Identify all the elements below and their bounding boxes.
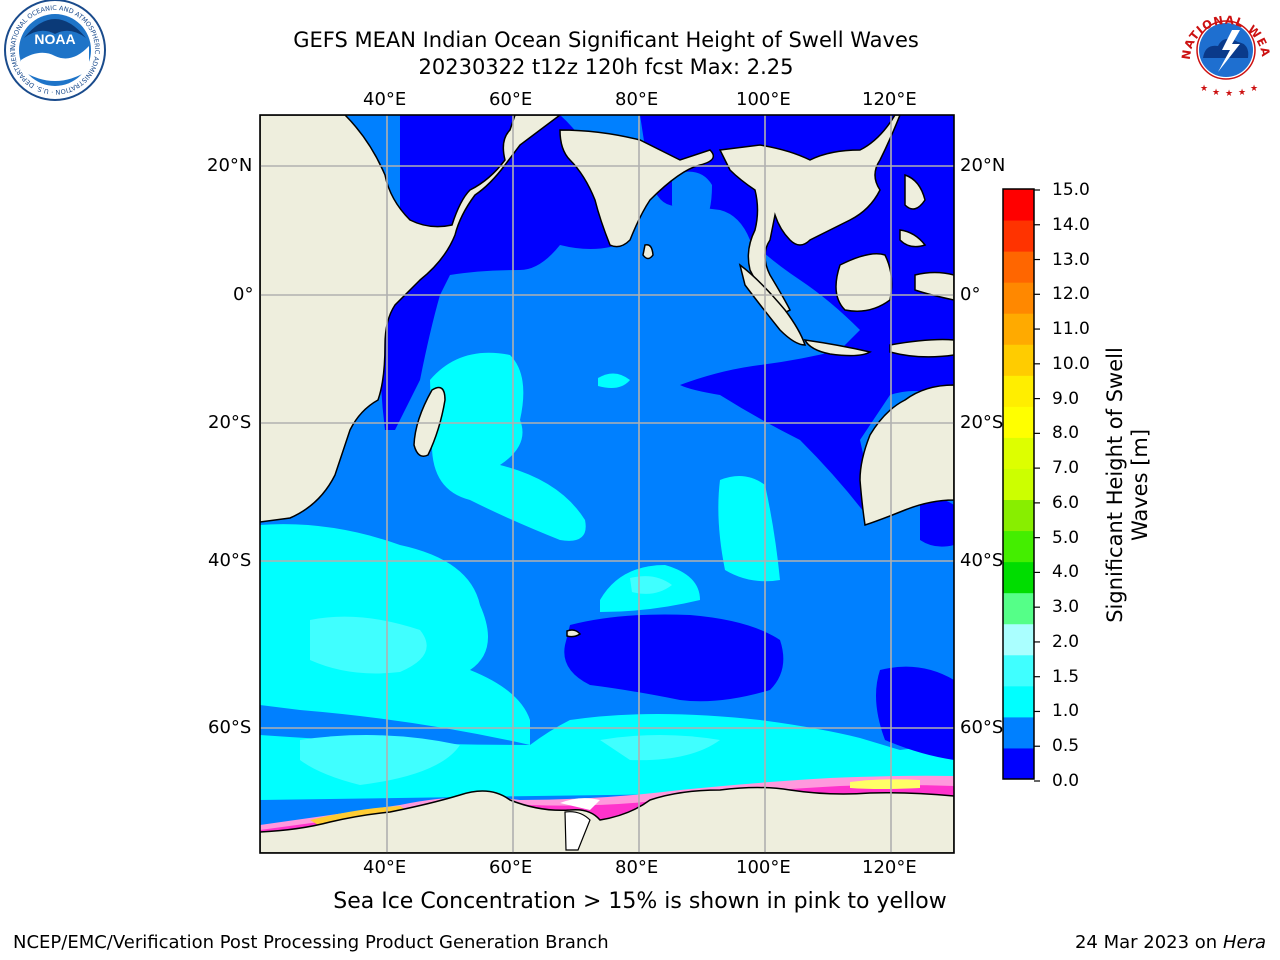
svg-text:★: ★: [1250, 84, 1258, 94]
swell-1.5-2.0-regions: [300, 576, 720, 785]
colorbar-label: 1.0: [1052, 701, 1080, 722]
colorbar-swatch: [1003, 716, 1034, 749]
colorbar-label: 0.5: [1052, 736, 1080, 757]
lon-tick-top: 120°E: [862, 89, 917, 110]
lat-tick-left: 40°S: [208, 550, 252, 571]
gridlines: [260, 115, 954, 853]
colorbar-label: 15.0: [1052, 180, 1090, 200]
colorbar-swatch: [1003, 282, 1034, 314]
colorbar-label: 3.0: [1052, 597, 1080, 618]
colorbar-swatch: [1003, 685, 1034, 718]
colorbar-label: 6.0: [1052, 492, 1080, 513]
lon-tick-top: 80°E: [615, 89, 659, 110]
lat-tick-right: 0°: [960, 284, 981, 305]
footer-credit: NCEP/EMC/Verification Post Processing Pr…: [13, 932, 609, 953]
colorbar-label: 11.0: [1052, 319, 1090, 340]
chart-title: GEFS MEAN Indian Ocean Significant Heigh…: [293, 28, 919, 52]
swell-0.0-0.5-regions: [380, 115, 954, 760]
lat-tick-left: 20°N: [207, 155, 253, 176]
colorbar-swatch: [1003, 530, 1034, 563]
colorbar-frame: [1002, 188, 1035, 780]
lat-tick-left: 20°S: [208, 412, 252, 433]
colorbar-label: 2.0: [1052, 631, 1080, 652]
colorbar-swatch: [1003, 654, 1034, 687]
noaa-logo-text: NOAA: [34, 31, 75, 47]
svg-text:★: ★: [1200, 84, 1208, 94]
footer-date: 24 Mar 2023 on Hera: [1074, 932, 1266, 953]
sea-ice-note: Sea Ice Concentration > 15% is shown in …: [333, 889, 947, 914]
land-masses: [260, 115, 954, 853]
colorbar-label: 7.0: [1052, 458, 1080, 479]
nws-logo: NATIONAL WEATHER SERVICE ★ ★ ★ ★ ★: [0, 0, 1273, 99]
svg-text:★: ★: [1212, 88, 1220, 98]
lat-tick-right: 20°S: [960, 412, 1004, 433]
lon-tick-bottom: 80°E: [615, 857, 659, 878]
lon-tick-bottom: 120°E: [862, 857, 917, 878]
svg-text:NATIONAL WEATHER SERVICE: NATIONAL WEATHER SERVICE: [0, 0, 1273, 60]
colorbar-label: 13.0: [1052, 249, 1090, 270]
colorbar-swatch: [1003, 437, 1034, 469]
colorbar-label: 4.0: [1052, 562, 1080, 583]
lon-tick-bottom: 60°E: [489, 857, 533, 878]
colorbar-title: Significant Height of Swell Waves [m]: [1103, 347, 1152, 623]
map-frame: [259, 114, 955, 854]
colorbar-swatch: [1003, 499, 1034, 532]
colorbar-swatch: [1003, 220, 1034, 252]
lon-tick-top: 100°E: [736, 89, 791, 110]
colorbar-swatch: [1003, 344, 1034, 376]
lat-tick-left: 60°S: [208, 717, 252, 738]
colorbar-swatch: [1003, 189, 1034, 221]
svg-text:★: ★: [1225, 89, 1233, 99]
colorbar-swatch: [1003, 561, 1034, 594]
lat-tick-left: 0°: [233, 284, 254, 305]
colorbar-label: 1.5: [1052, 666, 1080, 687]
colorbar-swatch: [1003, 592, 1034, 625]
noaa-logo: NOAA NATIONAL OCEANIC AND ATMOSPHERIC AD…: [0, 0, 106, 101]
colorbar-swatch: [1003, 747, 1034, 780]
svg-text:★: ★: [1238, 88, 1246, 98]
lon-tick-top: 60°E: [489, 89, 533, 110]
lat-tick-right: 20°N: [960, 155, 1006, 176]
colorbar-label: 12.0: [1052, 284, 1090, 305]
chart-subtitle: 20230322 t12z 120h fcst Max: 2.25: [418, 55, 794, 79]
colorbar-label: 5.0: [1052, 527, 1080, 548]
lat-tick-right: 60°S: [960, 717, 1004, 738]
colorbar-swatch: [1003, 375, 1034, 407]
lon-tick-bottom: 40°E: [363, 857, 407, 878]
lon-tick-bottom: 100°E: [736, 857, 791, 878]
colorbar-label: 10.0: [1052, 353, 1090, 374]
map-area: [260, 115, 954, 853]
lat-tick-right: 40°S: [960, 550, 1004, 571]
colorbar-swatch: [1003, 251, 1034, 283]
colorbar-swatch: [1003, 406, 1034, 438]
colorbar-swatch: [1003, 623, 1034, 656]
lon-tick-top: 40°E: [363, 89, 407, 110]
colorbar-swatch: [1003, 313, 1034, 345]
nws-ring-text: NATIONAL WEATHER SERVICE: [0, 0, 1272, 60]
colorbar-label: 9.0: [1052, 388, 1080, 409]
colorbar-label: 14.0: [1052, 214, 1090, 235]
colorbar: [1002, 188, 1040, 782]
colorbar-label: 8.0: [1052, 423, 1080, 444]
colorbar-swatch: [1003, 468, 1034, 501]
colorbar-label: 0.0: [1052, 771, 1080, 791]
